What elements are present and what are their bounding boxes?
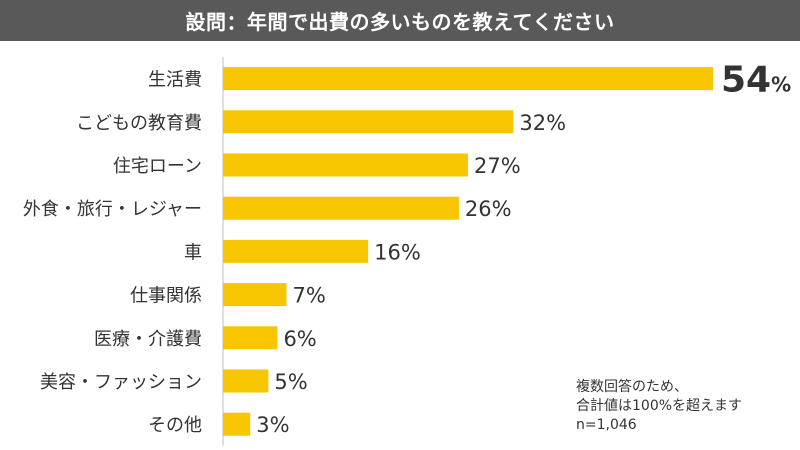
note-line-2: 合計値は100%を超えます bbox=[576, 398, 743, 414]
bar bbox=[223, 283, 287, 307]
bar bbox=[223, 369, 269, 393]
value-label: 6% bbox=[283, 327, 316, 351]
category-label: こどもの教育費 bbox=[76, 113, 202, 134]
value-label: 16% bbox=[374, 240, 421, 264]
value-label: 5% bbox=[274, 370, 307, 394]
bar bbox=[223, 412, 251, 436]
value-label: 26% bbox=[465, 197, 512, 221]
category-label: 車 bbox=[184, 242, 202, 263]
category-label: 仕事関係 bbox=[130, 286, 202, 307]
category-label: 住宅ローン bbox=[113, 156, 202, 177]
category-label: 生活費 bbox=[148, 70, 202, 91]
value-label: 27% bbox=[474, 154, 521, 178]
note-line-3: n=1,046 bbox=[576, 417, 637, 433]
value-label: 7% bbox=[293, 284, 326, 308]
chart-note: 複数回答のため、 合計値は100%を超えます n=1,046 bbox=[576, 378, 742, 435]
chart-title: 設問：年間で出費の多いものを教えてください bbox=[0, 0, 800, 41]
category-label: 美容・ファッション bbox=[40, 372, 202, 393]
value-label: 32% bbox=[519, 111, 566, 135]
bar bbox=[223, 239, 369, 263]
category-label: 医療・介護費 bbox=[94, 329, 202, 350]
bar bbox=[223, 196, 459, 220]
value-label: 54% bbox=[721, 60, 791, 101]
bar bbox=[223, 326, 278, 350]
category-label: その他 bbox=[148, 415, 202, 436]
bar bbox=[223, 153, 468, 177]
bar bbox=[223, 67, 713, 91]
bar bbox=[223, 110, 514, 134]
note-line-1: 複数回答のため、 bbox=[576, 379, 688, 395]
value-label: 3% bbox=[256, 413, 289, 437]
category-label: 外食・旅行・レジャー bbox=[23, 199, 202, 220]
